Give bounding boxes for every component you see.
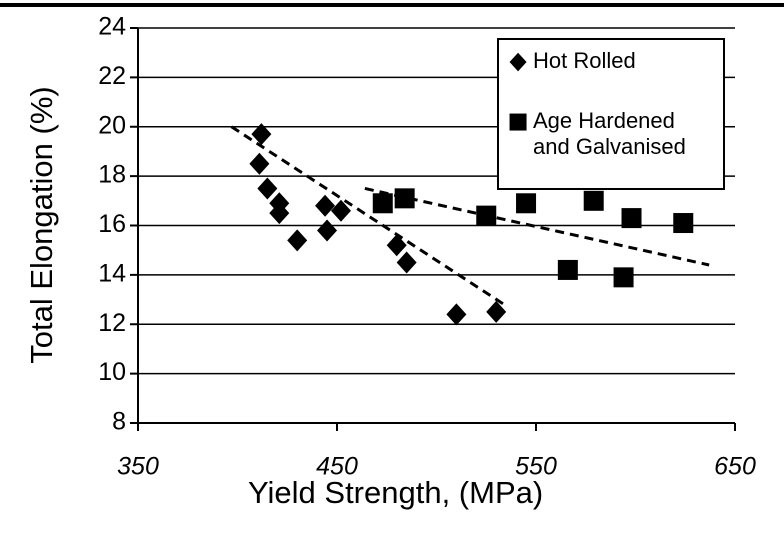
point — [516, 193, 537, 214]
y-tick-label: 12 — [98, 309, 126, 337]
x-axis-title: Yield Strength, (MPa) — [248, 475, 543, 510]
point — [249, 152, 270, 175]
point — [557, 259, 578, 280]
legend: Hot Rolled Age Hardened and Galvanised — [497, 38, 725, 190]
legend-marker — [509, 113, 527, 131]
point — [317, 219, 338, 242]
y-tick-label: 18 — [98, 161, 126, 189]
point — [673, 213, 694, 234]
point — [396, 251, 417, 274]
point — [486, 300, 507, 323]
y-tick-label: 8 — [112, 408, 126, 436]
y-tick-label: 14 — [98, 259, 126, 287]
y-axis-title: Total Elongation (%) — [24, 86, 59, 363]
legend-item: Age Hardened and Galvanised — [507, 108, 713, 160]
x-tick-label: 550 — [515, 453, 557, 481]
legend-item: Hot Rolled — [507, 48, 713, 74]
point — [613, 267, 634, 288]
x-tick-label: 450 — [316, 453, 358, 481]
point — [621, 208, 642, 229]
point — [257, 177, 278, 200]
legend-marker — [509, 52, 527, 72]
point — [287, 229, 308, 252]
point — [394, 188, 415, 209]
point — [330, 199, 351, 222]
y-tick-label: 20 — [98, 111, 126, 139]
trend-line — [230, 125, 505, 306]
legend-symbol — [509, 113, 527, 131]
point — [269, 202, 290, 225]
point — [386, 234, 407, 257]
trend-line — [364, 187, 710, 267]
legend-symbol — [509, 52, 527, 72]
top-rule — [0, 3, 784, 7]
y-tick-label: 24 — [98, 13, 126, 41]
point — [251, 123, 272, 146]
point — [583, 190, 604, 211]
x-tick-label: 650 — [714, 453, 756, 481]
y-tick-label: 10 — [98, 358, 126, 386]
point — [315, 194, 336, 217]
y-tick-label: 22 — [98, 62, 126, 90]
y-tick-label: 16 — [98, 210, 126, 238]
x-tick-label: 350 — [117, 453, 159, 481]
legend-label: Hot Rolled — [533, 48, 636, 73]
legend-label: Age Hardened and Galvanised — [533, 108, 686, 159]
point — [446, 303, 467, 326]
point — [476, 205, 497, 226]
point — [372, 193, 393, 214]
